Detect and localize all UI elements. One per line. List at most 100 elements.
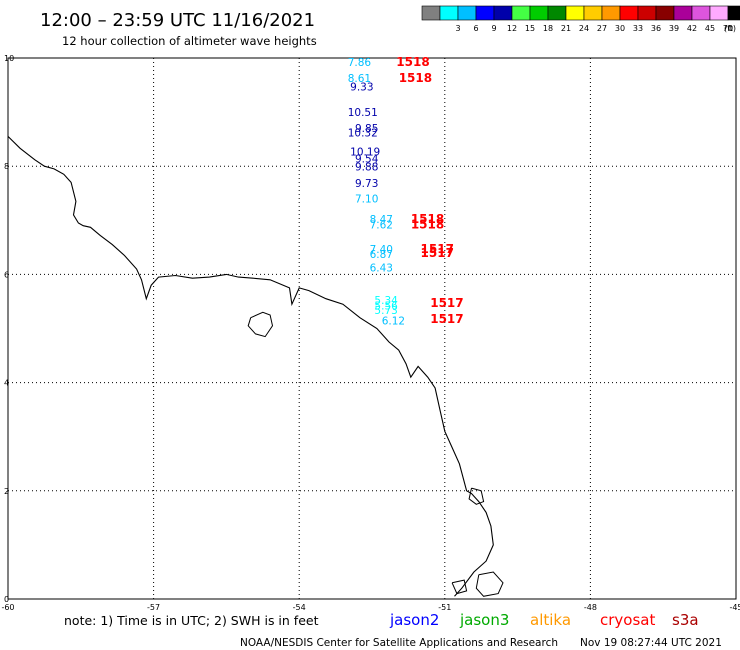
satellite-name-jason3: jason3 — [459, 611, 509, 629]
observation-time-label: 1518 — [396, 55, 429, 69]
latitude-tick-label: 0 — [4, 595, 9, 604]
legend-bin-label: 45 — [705, 24, 715, 33]
longitude-tick-label: -57 — [147, 603, 160, 612]
legend-swatch — [673, 5, 693, 21]
longitude-tick-label: -60 — [1, 603, 14, 612]
legend-swatch — [691, 5, 711, 21]
wave-height-value: 6.43 — [370, 263, 393, 275]
legend-swatch — [619, 5, 639, 21]
longitude-tick-label: -48 — [584, 603, 597, 612]
satellite-name-altika: altika — [530, 611, 571, 629]
legend-swatch — [457, 5, 477, 21]
legend-bin-label: 30 — [615, 24, 625, 33]
latitude-tick-label: 4 — [4, 379, 9, 388]
island-outline — [468, 487, 485, 505]
longitude-tick-label: -51 — [438, 603, 451, 612]
legend-bin-label: 21 — [561, 24, 571, 33]
island-outline — [475, 571, 504, 597]
legend-swatch — [493, 5, 513, 21]
longitude-tick-labels: -60 -57 -54 -51 -48 -45 — [1, 603, 740, 612]
legend-swatch — [709, 5, 729, 21]
wave-height-value: 8.61 — [348, 73, 371, 85]
generated-timestamp: Nov 19 08:27:44 UTC 2021 — [580, 637, 722, 649]
observation-time-label: 1517 — [421, 242, 454, 256]
observation-time-label: 1518 — [411, 217, 444, 231]
legend-bin-label: 3 — [455, 24, 460, 33]
satellite-name-s3a: s3a — [672, 611, 699, 629]
observation-time-label: 1517 — [421, 246, 454, 260]
units-note: note: 1) Time is in UTC; 2) SWH is in fe… — [64, 613, 319, 628]
legend-bin-label: 36 — [651, 24, 661, 33]
wave-height-value: 10.32 — [348, 127, 378, 139]
legend-bin-label: 9 — [491, 24, 496, 33]
latitude-tick-label: 6 — [4, 270, 9, 279]
legend-bin-label: 12 — [507, 24, 517, 33]
legend-bin-label: 24 — [579, 24, 589, 33]
legend-bin-label: 39 — [669, 24, 679, 33]
wave-height-color-legend: 3 6 9 12 15 18 21 24 27 30 33 36 39 42 45 70(ft) — [421, 5, 740, 33]
wave-height-value: 7.62 — [370, 219, 393, 231]
legend-bin-label: 27 — [597, 24, 607, 33]
legend-swatch — [655, 5, 675, 21]
wave-height-value: 10.19 — [350, 146, 380, 158]
legend-bin-label: 6 — [473, 24, 478, 33]
wave-height-value: 7.40 — [370, 244, 393, 256]
legend-swatch — [439, 5, 459, 21]
map-frame — [7, 57, 737, 600]
latitude-tick-label: 10 — [4, 54, 14, 63]
island-outline — [451, 579, 468, 595]
legend-unit-label: (ft) — [724, 24, 736, 33]
legend-bin-label: 70 — [723, 24, 733, 33]
wave-height-value: 5.34 — [374, 295, 398, 307]
legend-swatch — [475, 5, 495, 21]
legend-swatch — [637, 5, 657, 21]
wave-height-value: 5.56 — [374, 301, 398, 313]
legend-bin-label: 15 — [525, 24, 535, 33]
map-subtitle: 12 hour collection of altimeter wave hei… — [62, 34, 317, 48]
latitude-tick-label: 8 — [4, 162, 9, 171]
legend-swatch — [583, 5, 603, 21]
wave-height-value: 6.87 — [370, 249, 393, 261]
coastline — [7, 136, 504, 597]
wave-height-value: 8.47 — [370, 214, 393, 226]
legend-bin-label: 33 — [633, 24, 643, 33]
legend-swatch — [547, 5, 567, 21]
legend-swatch — [511, 5, 531, 21]
wave-height-value: 9.73 — [355, 178, 378, 190]
wave-height-value: 5.73 — [374, 305, 397, 317]
observation-time-label: 1517 — [430, 312, 463, 326]
wave-height-value: 7.86 — [348, 57, 372, 69]
wave-height-value: 9.33 — [350, 81, 373, 93]
legend-swatch — [601, 5, 621, 21]
legend-swatch — [421, 5, 441, 21]
legend-bin-label: 42 — [687, 24, 697, 33]
observation-time-label: 1518 — [399, 71, 432, 85]
satellite-name-jason2: jason2 — [389, 611, 439, 629]
satellite-name-cryosat: cryosat — [600, 611, 655, 629]
legend-swatch — [727, 5, 740, 21]
coastline-path — [7, 136, 494, 597]
legend-bin-label: 18 — [543, 24, 553, 33]
island-outline — [247, 311, 274, 338]
map-title: 12:00 – 23:59 UTC 11/16/2021 — [40, 10, 315, 31]
footer: note: 1) Time is in UTC; 2) SWH is in fe… — [64, 611, 722, 649]
latitude-tick-label: 2 — [4, 487, 9, 496]
observation-time-label: 1517 — [430, 296, 463, 310]
observation-time-label: 1518 — [411, 212, 444, 226]
longitude-tick-label: -45 — [729, 603, 740, 612]
wave-height-value: 6.12 — [382, 316, 405, 328]
credit-line: NOAA/NESDIS Center for Satellite Applica… — [240, 637, 558, 649]
wave-height-value: 10.51 — [348, 107, 378, 119]
wave-height-value: 9.54 — [355, 153, 379, 165]
wave-height-value: 9.88 — [355, 162, 378, 174]
latitude-tick-labels: 0 2 4 6 8 10 — [4, 54, 14, 604]
legend-swatch — [565, 5, 585, 21]
satellite-legend: jason2 jason3 altika cryosat s3a — [389, 611, 699, 629]
legend-swatch — [529, 5, 549, 21]
wave-height-value: 9.85 — [355, 123, 378, 135]
wave-height-value: 7.10 — [355, 193, 378, 205]
